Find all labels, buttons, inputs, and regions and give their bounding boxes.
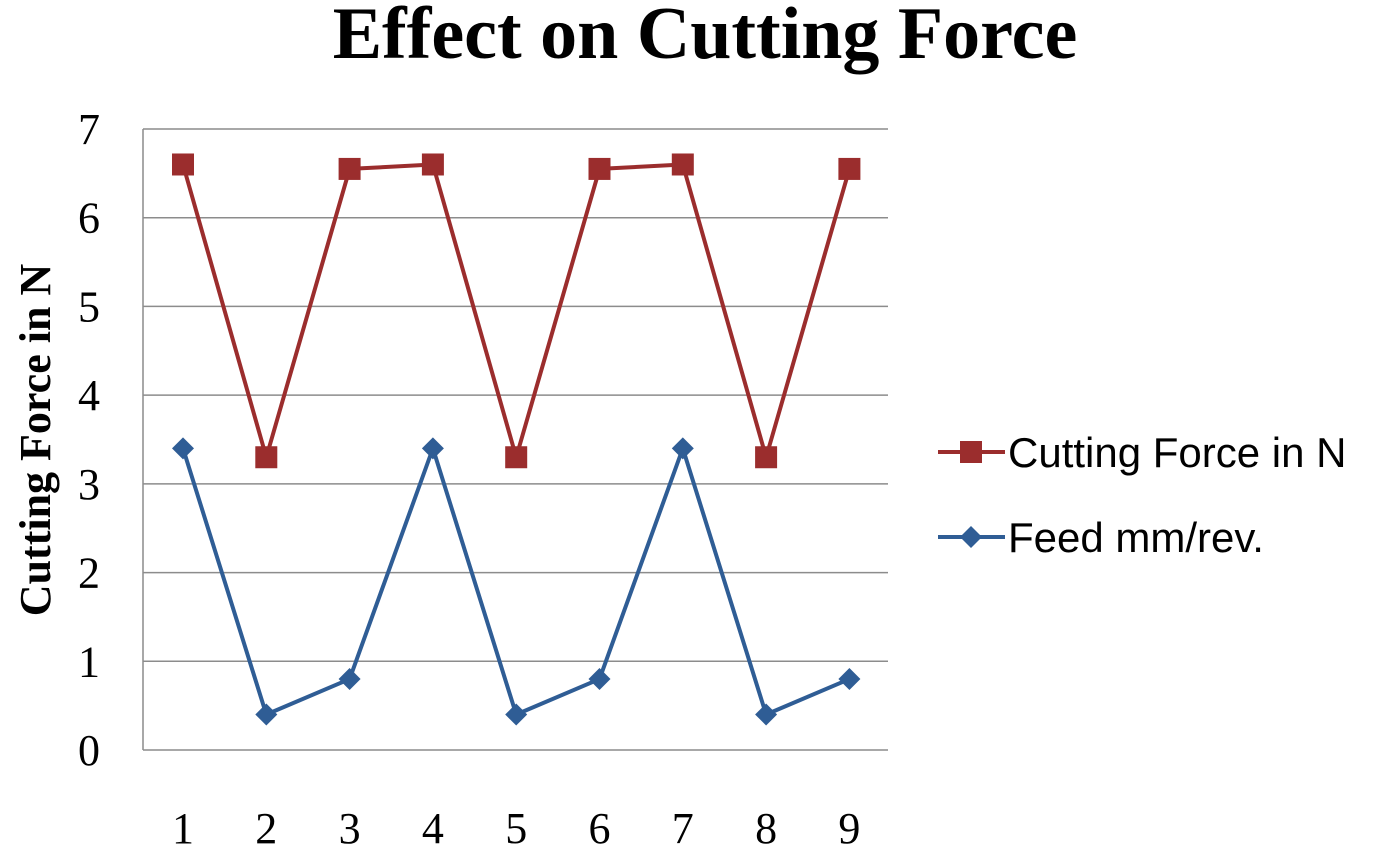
x-tick-label: 2 <box>255 804 277 850</box>
x-tick-label: 1 <box>172 804 194 850</box>
x-tick-label: 6 <box>589 804 611 850</box>
y-tick-label: 5 <box>78 282 100 331</box>
x-tick-label: 9 <box>838 804 860 850</box>
x-tick-label: 4 <box>422 804 444 850</box>
data-point-diamond <box>172 437 194 460</box>
data-point-diamond <box>755 703 778 726</box>
data-point-diamond <box>588 668 611 691</box>
data-point-square <box>588 157 611 180</box>
data-point-diamond <box>671 437 694 460</box>
data-point-diamond <box>421 437 444 460</box>
y-tick-label: 4 <box>78 371 100 420</box>
y-axis-label: Cutting Force in N <box>11 264 60 617</box>
series-line <box>181 162 852 460</box>
legend-label: Cutting Force in N <box>1008 429 1346 476</box>
series-cutting-force <box>172 153 861 469</box>
y-tick-label: 3 <box>78 460 100 509</box>
x-tick-label: 7 <box>672 804 694 850</box>
y-tick-label: 0 <box>78 726 100 775</box>
data-point-diamond <box>338 668 361 691</box>
gridlines <box>143 128 888 751</box>
data-point-square <box>172 153 194 176</box>
series-feed <box>172 437 861 726</box>
data-point-square <box>755 446 778 469</box>
data-point-square <box>421 153 444 176</box>
series-group <box>172 153 861 726</box>
data-point-square <box>671 153 694 176</box>
y-tick-label: 1 <box>78 637 100 686</box>
tick-labels: 0 1 2 3 4 5 6 7 1 2 3 4 5 6 7 8 9 <box>78 105 860 850</box>
data-point-diamond <box>505 703 528 726</box>
legend-entry: Cutting Force in N <box>938 429 1346 476</box>
x-tick-label: 3 <box>339 804 361 850</box>
legend: Cutting Force in N Feed mm/rev. <box>938 429 1346 561</box>
chart-title: Effect on Cutting Force <box>333 0 1078 75</box>
data-point-square <box>505 446 528 469</box>
y-tick-label: 7 <box>78 105 100 154</box>
data-point-diamond <box>255 703 278 726</box>
legend-entry: Feed mm/rev. <box>938 514 1264 561</box>
data-point-square <box>338 157 361 180</box>
data-point-square <box>255 446 278 469</box>
x-tick-label: 8 <box>755 804 777 850</box>
legend-marker-diamond <box>960 526 982 548</box>
x-tick-label: 5 <box>505 804 527 850</box>
y-tick-label: 2 <box>78 549 100 598</box>
legend-marker-square <box>960 441 982 463</box>
data-point-square <box>838 157 861 180</box>
legend-label: Feed mm/rev. <box>1008 514 1264 561</box>
data-point-diamond <box>838 668 861 691</box>
series-line <box>181 446 851 717</box>
y-tick-label: 6 <box>78 194 100 243</box>
